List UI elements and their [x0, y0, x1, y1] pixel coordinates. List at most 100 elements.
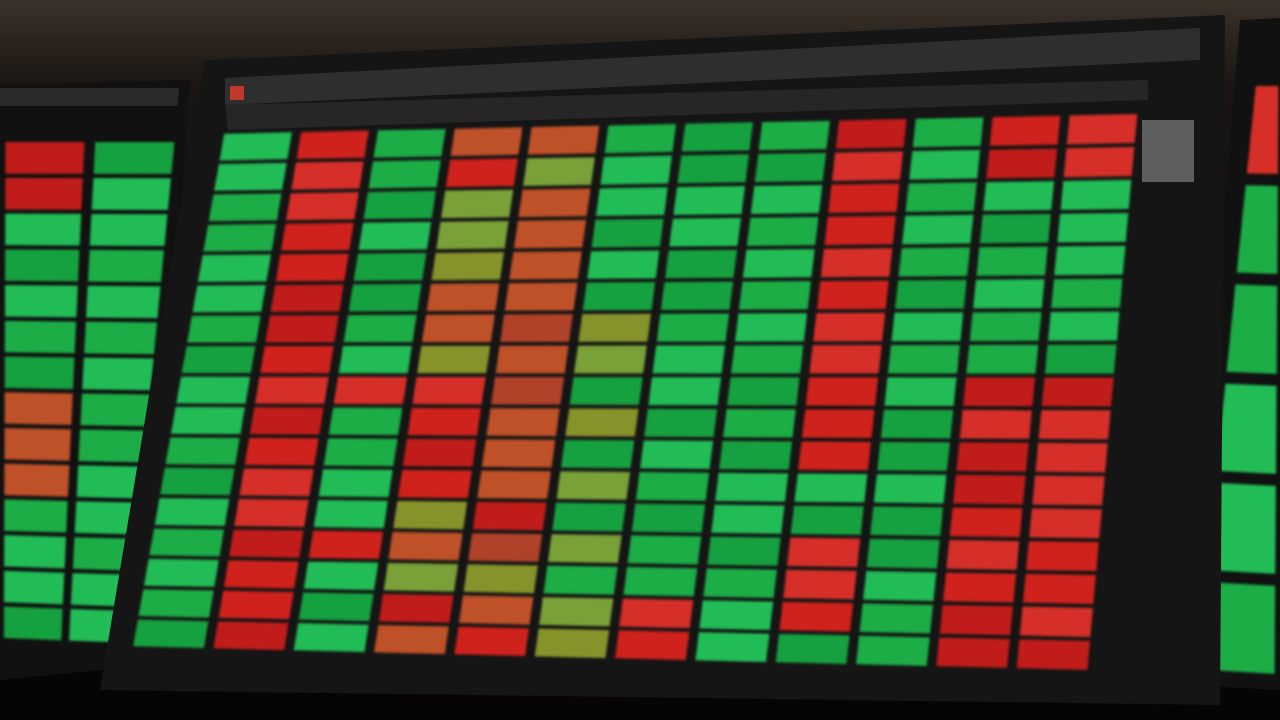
cell-dots [298, 592, 374, 622]
cell-dots [660, 281, 734, 310]
cell-dots [223, 560, 299, 589]
cell-dots [873, 474, 947, 504]
cell-dots [187, 315, 261, 343]
cell-dots [727, 377, 800, 406]
left-screen [3, 142, 175, 643]
cell-dots [270, 284, 344, 312]
cell-dots [534, 628, 610, 658]
cell-dots [887, 344, 960, 374]
cell-dots [547, 534, 622, 564]
cell-dots [138, 589, 214, 618]
cell-dots [249, 407, 324, 435]
cell-dots [946, 539, 1020, 570]
cell-dots [1226, 284, 1278, 374]
cell-dots [170, 407, 245, 435]
cell-dots [859, 603, 934, 634]
cell-dots [4, 285, 78, 318]
cell-dots [783, 569, 857, 600]
cell-dots [353, 252, 427, 281]
cell-dots [219, 132, 292, 161]
cell-dots [1206, 482, 1276, 574]
cell-dots [213, 621, 289, 651]
cell-dots [477, 470, 551, 499]
cell-dots [255, 376, 329, 404]
cell-dots [407, 407, 482, 436]
cell-dots [143, 558, 219, 587]
cell-dots [831, 151, 904, 181]
cell-dots [656, 313, 730, 342]
main-titlebar [225, 28, 1200, 105]
cell-dots [820, 248, 893, 278]
cell-dots [623, 567, 698, 597]
cell-dots [4, 356, 75, 390]
cell-dots [1066, 114, 1138, 145]
cell-dots [936, 637, 1010, 668]
cell-dots [600, 155, 672, 185]
cell-dots [677, 154, 750, 184]
cell-dots [486, 408, 560, 437]
cell-dots [133, 619, 209, 649]
cell-dots [699, 600, 774, 630]
cell-dots [374, 624, 449, 655]
cell-dots [388, 531, 463, 561]
cell-dots [76, 465, 144, 499]
cell-dots [265, 315, 339, 343]
cell-dots [909, 149, 981, 180]
cell-dots [527, 125, 600, 155]
cell-dots [966, 344, 1039, 374]
cell-dots [556, 471, 631, 500]
cell-dots [578, 313, 652, 342]
cell-dots [239, 468, 314, 497]
left-toolbar [0, 88, 179, 106]
cell-dots [468, 533, 543, 562]
cell-dots [898, 247, 971, 277]
cell-dots [786, 537, 861, 568]
cell-dots [665, 249, 738, 279]
cell-dots [884, 377, 957, 406]
cell-dots [500, 314, 573, 342]
cell-dots [3, 606, 63, 641]
cell-dots [574, 345, 647, 374]
cell-dots [74, 501, 140, 535]
cell-dots [794, 473, 868, 503]
cell-dots [450, 127, 523, 157]
cell-dots [1057, 212, 1129, 243]
cell-dots [417, 345, 491, 374]
cell-dots [775, 633, 850, 664]
cell-dots [513, 219, 587, 249]
cell-dots [87, 249, 164, 283]
main-screen [133, 114, 1138, 670]
cell-dots [953, 474, 1026, 505]
cell-dots [758, 120, 830, 151]
cell-dots [218, 590, 294, 620]
cell-dots [552, 502, 626, 532]
cell-dots [197, 254, 272, 282]
cell-dots [176, 376, 251, 404]
cell-dots [856, 635, 930, 666]
cell-dots [421, 314, 495, 343]
cell-dots [715, 472, 789, 502]
cell-dots [652, 345, 726, 374]
cell-dots [192, 285, 266, 313]
cell-dots [1060, 179, 1132, 210]
cell-dots [828, 183, 900, 213]
cell-dots [208, 193, 282, 222]
cell-dots [431, 252, 505, 281]
cell-dots [445, 158, 518, 188]
cell-dots [790, 505, 864, 535]
cell-dots [976, 246, 1048, 276]
cell-dots [89, 213, 168, 247]
cell-dots [412, 376, 486, 405]
cell-dots [5, 177, 83, 210]
cell-dots [441, 189, 514, 219]
cell-dots [72, 537, 137, 571]
cell-dots [979, 213, 1051, 244]
cell-dots [495, 345, 569, 374]
cell-dots [454, 626, 529, 656]
cell-dots [627, 535, 702, 565]
cell-dots [619, 598, 694, 629]
cell-dots [912, 117, 984, 148]
cell-dots [165, 437, 240, 465]
cell-dots [368, 159, 441, 189]
